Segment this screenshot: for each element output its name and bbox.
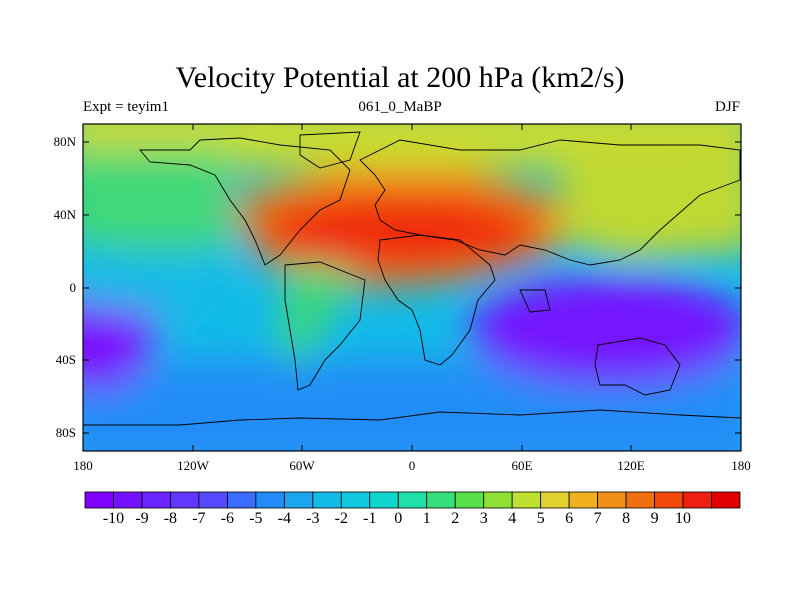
colorbar-box bbox=[654, 491, 684, 509]
lon-label-60w: 60W bbox=[289, 458, 315, 473]
colorbar-box bbox=[625, 491, 655, 509]
case-label: 061_0_MaBP bbox=[358, 99, 442, 115]
lon-label-0: 0 bbox=[408, 458, 416, 473]
colorbar-label: 4 bbox=[508, 510, 517, 527]
colorbar-box bbox=[340, 491, 371, 509]
colorbar-box bbox=[113, 491, 143, 509]
colorbar-label: -4 bbox=[277, 510, 291, 527]
colorbar-box bbox=[397, 491, 428, 509]
colorbar-label: 6 bbox=[565, 510, 574, 527]
colorbar-box bbox=[454, 491, 485, 509]
colorbar-box bbox=[483, 491, 513, 509]
colorbar-label: -1 bbox=[363, 510, 377, 527]
colorbar-label: 7 bbox=[593, 510, 602, 527]
axis-ticks bbox=[83, 124, 741, 451]
colorbar-label: 3 bbox=[479, 510, 488, 527]
colorbar-label: -9 bbox=[135, 510, 149, 527]
colorbar-box bbox=[369, 491, 399, 509]
lat-label-40s: 40S bbox=[55, 352, 76, 367]
colorbar-label: 5 bbox=[536, 510, 545, 527]
lat-label-80n: 80N bbox=[53, 134, 76, 149]
colorbar-box bbox=[84, 491, 114, 509]
colorbar-box bbox=[568, 491, 599, 509]
lat-label-eq: 0 bbox=[69, 280, 77, 295]
colorbar-box bbox=[141, 491, 171, 509]
lon-label-180w: 180 bbox=[73, 458, 93, 473]
colorbar-label: 9 bbox=[650, 510, 659, 527]
colorbar-box bbox=[283, 491, 314, 509]
colorbar-label: -7 bbox=[192, 510, 206, 527]
colorbar-label: -5 bbox=[249, 510, 263, 527]
colorbar-label: 10 bbox=[675, 510, 691, 527]
colorbar bbox=[84, 491, 741, 509]
lon-label-60e: 60E bbox=[511, 458, 533, 473]
experiment-label: Expt = teyim1 bbox=[83, 99, 169, 115]
colorbar-label: 1 bbox=[422, 510, 431, 527]
lon-label-120e: 120E bbox=[617, 458, 645, 473]
lon-label-120w: 120W bbox=[177, 458, 209, 473]
colorbar-label: 8 bbox=[622, 510, 631, 527]
colorbar-label: 2 bbox=[451, 510, 460, 527]
colorbar-label: -2 bbox=[334, 510, 348, 527]
lon-label-180e: 180 bbox=[731, 458, 751, 473]
colorbar-box bbox=[711, 491, 741, 509]
colorbar-box bbox=[682, 491, 712, 509]
colorbar-box bbox=[511, 491, 542, 509]
colorbar-box bbox=[198, 491, 228, 509]
colorbar-box bbox=[226, 491, 257, 509]
colorbar-label: -8 bbox=[163, 510, 178, 527]
colorbar-label: -6 bbox=[220, 510, 235, 527]
colorbar-label: -10 bbox=[102, 510, 125, 527]
colorbar-label: 0 bbox=[394, 510, 403, 527]
colorbar-box bbox=[255, 491, 285, 509]
lat-label-80s: 80S bbox=[55, 425, 76, 440]
velocity-potential-field bbox=[83, 124, 741, 451]
colorbar-box bbox=[540, 491, 570, 509]
season-label: DJF bbox=[714, 99, 740, 115]
colorbar-box bbox=[426, 491, 456, 509]
colorbar-box bbox=[170, 491, 200, 509]
colorbar-box bbox=[597, 491, 627, 509]
colorbar-label: -3 bbox=[306, 510, 320, 527]
colorbar-box bbox=[312, 491, 342, 509]
coastlines bbox=[83, 131, 741, 426]
lat-label-40n: 40N bbox=[53, 207, 76, 222]
map-title: Velocity Potential at 200 hPa (km2/s) bbox=[175, 61, 625, 94]
